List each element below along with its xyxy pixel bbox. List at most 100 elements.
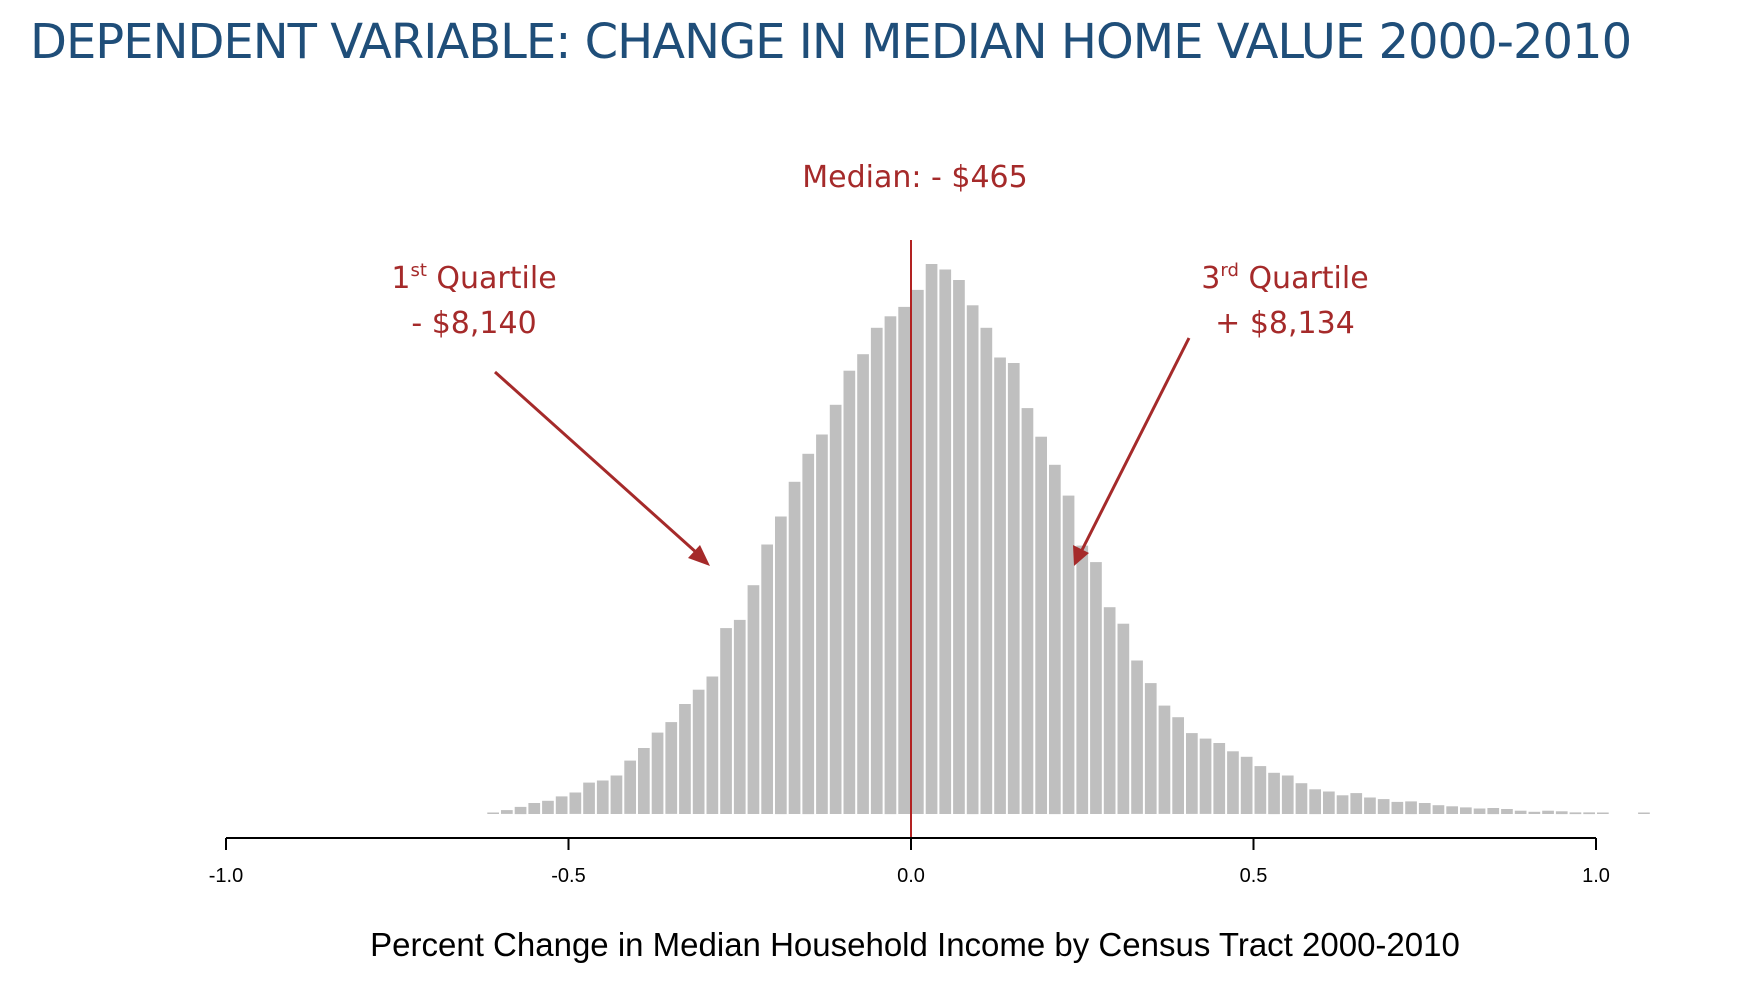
histogram-bar [487,812,499,814]
q3-label: 3rd Quartile [1201,260,1368,296]
histogram-bar [528,803,541,814]
histogram-bar [1583,812,1595,815]
histogram-bar [1514,810,1527,814]
x-axis-label: Percent Change in Median Household Incom… [370,926,1460,963]
histogram-bar [501,810,513,814]
histogram-bar [1569,812,1582,815]
histogram-bar [1213,743,1226,814]
histogram-bar [514,806,527,815]
histogram-bar [1117,623,1130,814]
histogram-bar [1473,808,1486,814]
histogram-bar [610,775,623,814]
histogram-bar [1432,805,1445,814]
histogram-bar [679,704,691,814]
histogram-bar [720,628,732,814]
q1-arrow-shaft [493,370,700,556]
histogram-bar [788,481,801,814]
histogram-bar [1103,607,1116,814]
q3-word: Quartile [1239,261,1369,296]
histogram-bar [1021,408,1034,814]
q1-superscript: st [410,260,426,281]
histogram-bar [1049,464,1061,815]
histogram-bar [1638,812,1650,814]
histogram-bar [1199,738,1212,814]
x-tick-label: 1.0 [1582,865,1610,887]
histogram-bar [829,404,842,814]
histogram-bar [1528,811,1541,814]
q1-value: - $8,140 [411,306,536,341]
histogram-bar [1035,436,1047,814]
histogram-bar [542,800,554,814]
histogram-bar [1227,751,1239,814]
histogram-bar [1405,801,1417,815]
histogram-bar [1295,783,1308,814]
x-tick-label: -1.0 [209,865,243,887]
q3-number: 3 [1201,261,1220,296]
histogram-bar [966,305,979,815]
histogram-bar [843,370,856,814]
histogram-bar [898,306,910,814]
histogram-bar [1501,809,1513,814]
histogram-bar [1418,803,1431,814]
histogram-bar [802,453,815,815]
histogram-bar [1542,810,1554,814]
histogram-bar [870,327,883,814]
histogram-bar [569,792,582,814]
histogram-bar [1336,795,1349,814]
histogram-bar [651,732,664,814]
x-tick-label: -0.5 [551,865,585,887]
q3-arrow [1073,337,1191,566]
histogram-bar [733,619,746,814]
histogram-bar [912,289,924,814]
histogram-bar [692,689,705,814]
histogram-bar [1172,717,1184,814]
histogram-bar [1186,733,1198,814]
histogram-bar [624,760,636,814]
histogram-bar [1281,775,1294,814]
q3-value: + $8,134 [1215,306,1355,341]
histogram-bar [980,327,993,814]
x-axis-ticks: -1.0 -0.5 0.0 0.5 1.0 [209,838,1610,887]
q1-word: Quartile [427,261,557,296]
x-tick-label: 0.5 [1240,865,1268,887]
histogram-bar [555,796,568,814]
histogram-bar [1144,683,1157,814]
histogram-bar [1460,807,1472,814]
histogram-bar [1555,811,1568,815]
histogram-bar [1076,545,1089,814]
histogram-bar [1487,808,1500,815]
histogram-bar [1254,766,1267,814]
histogram-bar [925,264,938,814]
q1-arrow-head [688,545,710,566]
histogram-bar [1062,495,1075,814]
histogram-bar [706,676,719,814]
histogram-bar [1240,756,1253,814]
median-annotation: Median: - $465 [802,160,1027,195]
histogram-bar [1158,705,1171,814]
histogram-bar [953,280,965,814]
histogram-bar [1131,660,1143,814]
histogram-bar [665,722,678,814]
histogram-bar [583,782,595,814]
histogram-bar [761,544,773,814]
q1-label: 1st Quartile [391,260,556,296]
q1-arrow [493,370,710,566]
histogram-bar [1597,812,1609,814]
histogram-bar [1090,562,1102,814]
histogram-bar [638,748,650,814]
histogram-bar [857,354,869,814]
q3-arrow-head [1073,545,1089,566]
histogram-bars [487,264,1650,815]
histogram-bar [596,780,609,814]
histogram-bar [1309,789,1321,815]
histogram-bar [775,516,787,815]
histogram-bar [1350,793,1363,814]
slide-title: DEPENDENT VARIABLE: CHANGE IN MEDIAN HOM… [30,14,1632,70]
histogram-bar [1268,772,1280,815]
histogram-bar [939,269,952,814]
q1-number: 1 [391,261,410,296]
histogram-bar [1323,791,1335,814]
histogram-bar [1007,363,1020,814]
x-tick-label: 0.0 [897,865,925,887]
